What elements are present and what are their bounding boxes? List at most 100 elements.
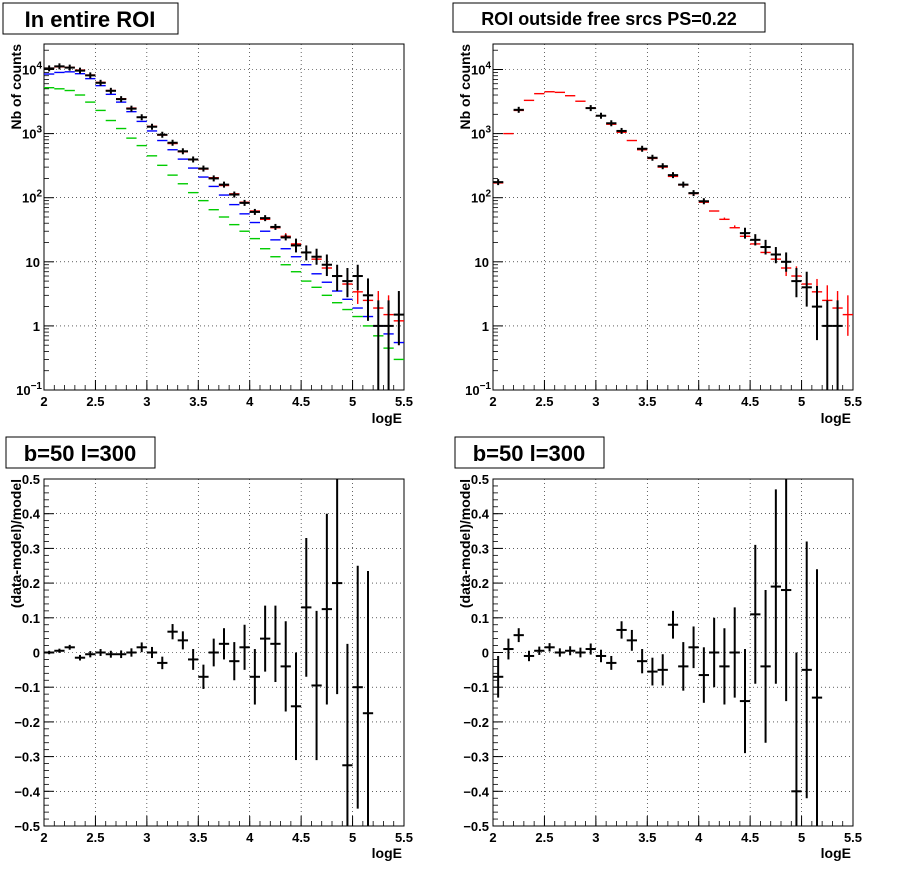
title-box <box>2 2 179 35</box>
y-tick-label: 103 <box>471 125 491 142</box>
y-tick-label: 0.3 <box>22 541 40 556</box>
y-tick-label: −0.4 <box>463 784 489 799</box>
title-box <box>454 436 605 469</box>
x-tick-label: 5 <box>349 394 356 409</box>
x-tick-label: 4 <box>246 394 254 409</box>
x-tick-label: 4.5 <box>741 830 759 845</box>
x-tick-label: 3.5 <box>638 394 656 409</box>
x-tick-label: 2.5 <box>535 830 553 845</box>
y-tick-label: −0.2 <box>463 715 489 730</box>
y-tick-label: −0.2 <box>14 715 40 730</box>
y-tick-label: 102 <box>22 189 42 206</box>
y-axis-ticks: −0.5 −0.4 −0.3 −0.2 −0.1 0 0.1 0.2 0.3 0.4 0.5 <box>463 472 503 834</box>
x-tick-label: 3.5 <box>189 830 207 845</box>
x-tick-label: 2.5 <box>86 830 104 845</box>
x-axis-label: logE <box>821 845 851 861</box>
y-axis-label: Nb of counts <box>8 44 24 130</box>
y-axis-label: (data-model)/model <box>8 479 24 608</box>
y-tick-label: 104 <box>471 61 491 78</box>
x-tick-label: 3 <box>592 830 599 845</box>
y-axis-ticks: −0.5 −0.4 −0.3 −0.2 −0.1 0 0.1 0.2 0.3 0.4 0.5 <box>14 472 54 834</box>
y-tick-label: 0.4 <box>22 507 41 522</box>
y-tick-label: 0 <box>33 646 40 661</box>
chart-title: b=50 l=300 <box>473 441 586 466</box>
y-tick-label: 0.3 <box>471 541 489 556</box>
x-tick-label: 4 <box>695 394 703 409</box>
x-axis-ticks: 2 2.5 3 3.5 4 4.5 5 5.5 <box>40 816 413 845</box>
series-group <box>493 479 823 826</box>
x-tick-label: 3 <box>143 830 150 845</box>
x-tick-label: 5.5 <box>395 830 413 845</box>
x-tick-label: 4 <box>246 830 254 845</box>
y-tick-label: 1 <box>482 319 489 334</box>
title-box <box>452 2 766 33</box>
x-tick-label: 3 <box>143 394 150 409</box>
x-axis-ticks: 2 2.5 3 3.5 4 4.5 5 5.5 <box>489 380 862 409</box>
y-tick-label: −0.3 <box>463 750 489 765</box>
panel-top-right: ROI outside free srcs PS=0.22 2 2.5 3 3.5 4 4… <box>452 2 862 426</box>
x-tick-label: 2 <box>40 830 47 845</box>
series-group <box>44 63 404 390</box>
y-tick-label: 10−1 <box>465 381 491 398</box>
panel-bottom-right: b=50 l=300 2 2.5 3 3.5 4 4.5 5 5.5 −0.5 −0.4 −0.3… <box>454 436 862 861</box>
grid-lines <box>44 44 404 390</box>
y-tick-label: 10 <box>475 255 489 270</box>
y-tick-label: −0.5 <box>463 819 489 834</box>
y-tick-label: 10 <box>26 255 40 270</box>
series-group <box>44 87 404 361</box>
y-tick-label: −0.3 <box>14 750 40 765</box>
y-tick-label: −0.4 <box>14 784 40 799</box>
y-tick-label: −0.5 <box>14 819 40 834</box>
x-axis-label: logE <box>372 410 402 426</box>
y-tick-label: 1 <box>33 319 40 334</box>
y-tick-label: 104 <box>22 61 42 78</box>
x-tick-label: 3.5 <box>189 394 207 409</box>
x-tick-label: 4.5 <box>292 394 310 409</box>
x-tick-label: 2.5 <box>86 394 104 409</box>
x-tick-label: 5 <box>798 830 805 845</box>
y-tick-label: 0.4 <box>471 507 490 522</box>
y-tick-label: 0.5 <box>471 472 489 487</box>
series-group <box>493 105 843 390</box>
y-tick-label: −0.1 <box>14 680 40 695</box>
x-tick-label: 5.5 <box>395 394 413 409</box>
x-axis-ticks: 2 2.5 3 3.5 4 4.5 5 5.5 <box>40 380 413 409</box>
x-tick-label: 2.5 <box>535 394 553 409</box>
y-tick-label: 0.1 <box>471 611 489 626</box>
x-tick-label: 5.5 <box>844 394 862 409</box>
chart-title: b=50 l=300 <box>24 441 137 466</box>
y-tick-label: 0.2 <box>22 576 40 591</box>
title-box <box>5 436 156 469</box>
grid-lines <box>493 44 853 390</box>
series-layer <box>493 479 823 826</box>
x-axis-ticks: 2 2.5 3 3.5 4 4.5 5 5.5 <box>489 816 862 845</box>
series-layer <box>44 63 404 390</box>
x-tick-label: 4.5 <box>741 394 759 409</box>
x-tick-label: 3 <box>592 394 599 409</box>
y-tick-label: 0.5 <box>22 472 40 487</box>
x-tick-label: 3.5 <box>638 830 656 845</box>
panel-top-left: In entire ROI 2 2.5 3 3.5 4 4.5 5 5.5 10−111010… <box>2 2 413 426</box>
chart-title: ROI outside free srcs PS=0.22 <box>481 9 737 29</box>
y-tick-label: 10−1 <box>16 381 42 398</box>
x-tick-label: 4 <box>695 830 703 845</box>
y-tick-label: −0.1 <box>463 680 489 695</box>
y-axis-ticks: 10−1 1 10 102 103 104 <box>465 49 503 398</box>
y-tick-label: 102 <box>471 189 491 206</box>
x-axis-label: logE <box>821 410 851 426</box>
y-tick-label: 0.2 <box>471 576 489 591</box>
x-tick-label: 2 <box>489 394 496 409</box>
y-axis-label: (data-model)/model <box>457 479 473 608</box>
series-group <box>44 479 374 826</box>
x-tick-label: 5 <box>798 394 805 409</box>
y-axis-label: Nb of counts <box>457 44 473 130</box>
y-tick-label: 103 <box>22 125 42 142</box>
y-axis-ticks: 10−1 1 10 102 103 104 <box>16 49 54 398</box>
x-tick-label: 5 <box>349 830 356 845</box>
y-tick-label: 0.1 <box>22 611 40 626</box>
x-axis-label: logE <box>372 845 402 861</box>
x-tick-label: 5.5 <box>844 830 862 845</box>
x-tick-label: 2 <box>40 394 47 409</box>
